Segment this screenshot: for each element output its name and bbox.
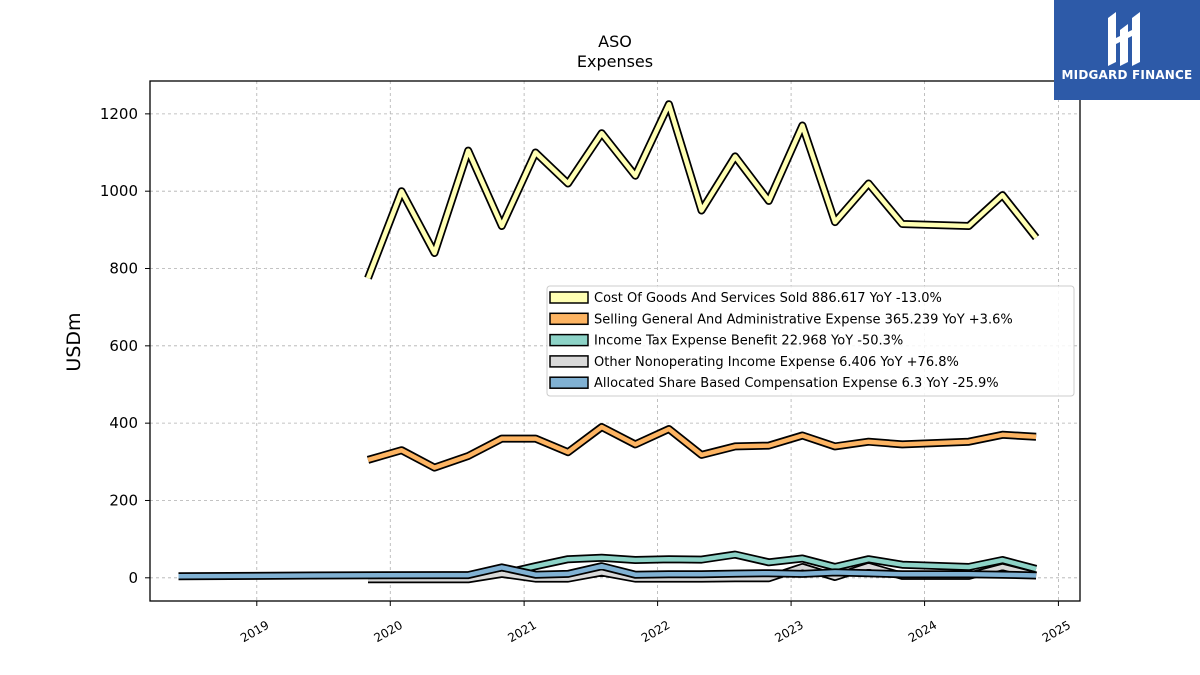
legend-entry: Income Tax Expense Benefit 22.968 YoY -5… — [594, 334, 903, 349]
legend-entry: Other Nonoperating Income Expense 6.406 … — [594, 355, 959, 370]
legend-swatch — [549, 291, 589, 304]
series-layer — [178, 100, 1040, 584]
chart-title: ASO — [598, 32, 632, 51]
series-line — [501, 552, 1037, 577]
y-tick-label: 400 — [109, 414, 138, 432]
y-tick-label: 600 — [109, 337, 138, 355]
x-tick-label: 2022 — [639, 618, 672, 645]
x-tick-label: 2025 — [1040, 618, 1073, 645]
x-tick-label: 2021 — [505, 618, 538, 645]
y-tick-label: 1000 — [100, 182, 138, 200]
series-line — [365, 101, 1038, 280]
x-tick-label: 2023 — [772, 618, 805, 645]
midgard-finance-logo: MIDGARD FINANCE — [1054, 0, 1200, 100]
y-tick-label: 0 — [128, 569, 138, 587]
x-tick-label: 2020 — [372, 618, 405, 645]
y-tick-label: 200 — [109, 491, 138, 509]
legend-swatch — [549, 355, 589, 368]
legend-box — [546, 285, 1075, 397]
legend-entry: Cost Of Goods And Services Sold 886.617 … — [594, 291, 942, 306]
legend-swatch — [549, 333, 589, 347]
y-axis-label: USDm — [63, 312, 85, 371]
logo-mark-icon — [1108, 12, 1140, 66]
logo-text: MIDGARD FINANCE — [1061, 68, 1193, 82]
legend: Cost Of Goods And Services Sold 886.617 … — [546, 285, 1075, 397]
series-line — [367, 424, 1037, 470]
series-line-outline — [366, 423, 1037, 472]
legend-entry: Allocated Share Based Compensation Expen… — [594, 376, 999, 391]
chart-subtitle: Expenses — [577, 52, 653, 71]
x-tick-label: 2019 — [238, 618, 271, 645]
plot-frame — [149, 80, 1081, 602]
legend-swatch — [549, 376, 589, 389]
y-tick-label: 1200 — [100, 105, 138, 123]
series-3 — [500, 550, 1038, 578]
series-1 — [364, 100, 1040, 280]
legend-swatch — [549, 312, 589, 326]
y-axis-ticks: 0 200 400 600 800 1000 1200 — [100, 105, 150, 587]
x-tick-label: 2024 — [906, 618, 939, 645]
series-line — [178, 563, 1037, 579]
series-5 — [178, 562, 1037, 581]
x-axis-ticks: 2019 2020 2021 2022 2023 2024 2025 — [238, 601, 1073, 645]
legend-entry: Selling General And Administrative Expen… — [594, 312, 1013, 327]
y-tick-label: 800 — [109, 260, 138, 278]
series-2 — [366, 423, 1037, 472]
